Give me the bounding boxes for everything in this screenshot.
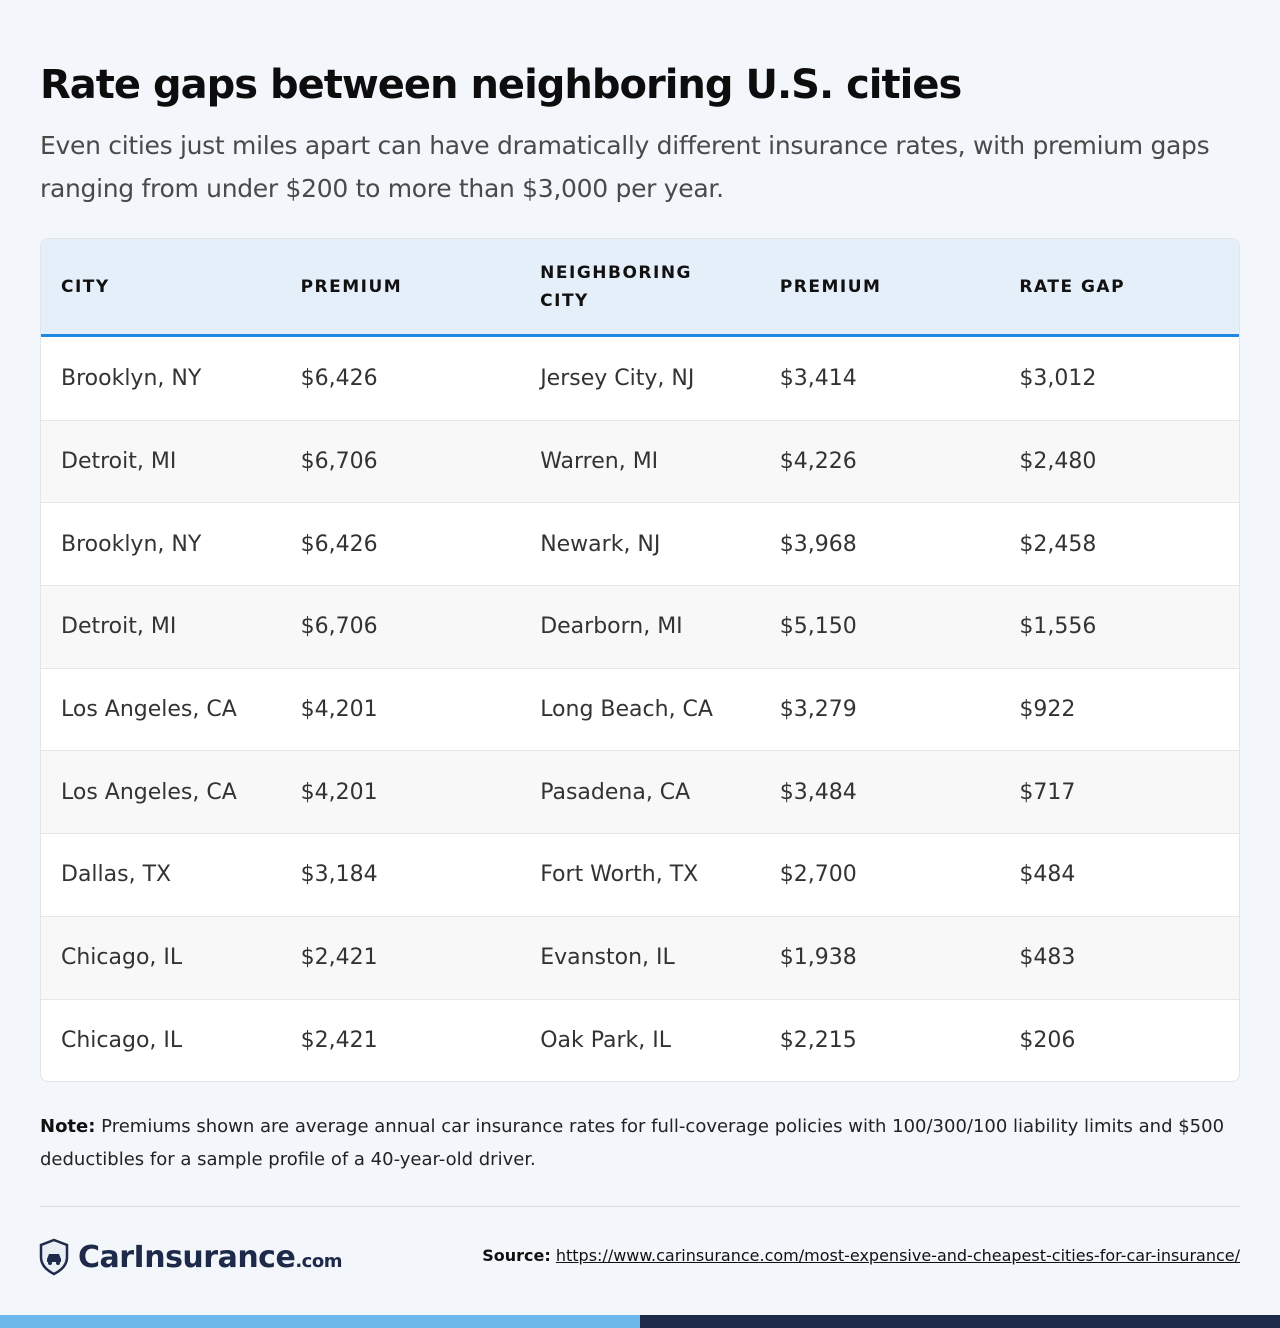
cell-city: Los Angeles, CA: [61, 697, 237, 723]
cell-premium: $4,201: [300, 697, 378, 723]
cell-rate-gap: $922: [1019, 697, 1076, 723]
table-row: Brooklyn, NY $6,426 Jersey City, NJ $3,414 $…: [41, 337, 1239, 420]
header-neighbor-premium: PREMIUM: [779, 276, 882, 297]
cell-city: Los Angeles, CA: [61, 779, 237, 805]
cell-neighboring-city: Jersey City, NJ: [540, 365, 695, 391]
cell-rate-gap: $3,012: [1019, 365, 1097, 391]
table-row: Detroit, MI $6,706 Warren, MI $4,226 $2,480: [41, 419, 1239, 503]
note: Note: Premiums shown are average annual …: [40, 1110, 1250, 1176]
cell-neighboring-city: Evanston, IL: [540, 945, 675, 971]
logo-text: CarInsurance.com: [78, 1240, 342, 1275]
cell-premium: $3,184: [300, 862, 378, 888]
cell-premium: $6,706: [300, 449, 378, 475]
cell-neighboring-city: Fort Worth, TX: [540, 862, 699, 888]
cell-neighboring-city: Pasadena, CA: [540, 779, 691, 805]
cell-rate-gap: $1,556: [1019, 614, 1097, 640]
cell-neighbor-premium: $4,226: [779, 449, 857, 475]
cell-rate-gap: $484: [1019, 862, 1076, 888]
cell-rate-gap: $2,458: [1019, 531, 1097, 557]
cell-neighbor-premium: $3,968: [779, 531, 857, 557]
cell-city: Brooklyn, NY: [61, 365, 202, 391]
cell-premium: $6,426: [300, 531, 378, 557]
logo-suffix: .com: [295, 1250, 342, 1272]
cell-city: Dallas, TX: [61, 862, 172, 888]
cell-neighboring-city: Dearborn, MI: [540, 614, 683, 640]
cell-premium: $6,426: [300, 365, 378, 391]
cell-rate-gap: $717: [1019, 779, 1076, 805]
table-row: Detroit, MI $6,706 Dearborn, MI $5,150 $1,55…: [41, 585, 1239, 668]
rate-gap-table: CITY PREMIUM NEIGHBORING CITY PREMIUM RA…: [40, 238, 1240, 1083]
cell-premium: $4,201: [300, 779, 378, 805]
cell-neighbor-premium: $5,150: [779, 614, 857, 640]
carinsurance-logo[interactable]: CarInsurance.com: [38, 1238, 342, 1276]
cell-neighbor-premium: $2,700: [779, 862, 857, 888]
cell-city: Chicago, IL: [61, 945, 183, 971]
cell-premium: $2,421: [300, 945, 378, 971]
cell-city: Detroit, MI: [61, 614, 177, 640]
source-link[interactable]: https://www.carinsurance.com/most-expens…: [555, 1246, 1240, 1265]
logo-main: CarInsurance: [78, 1239, 296, 1275]
table-header: CITY PREMIUM NEIGHBORING CITY PREMIUM RA…: [41, 239, 1239, 337]
header-city: CITY: [61, 276, 110, 297]
source: Source: https://www.carinsurance.com/mos…: [482, 1246, 1240, 1265]
cell-neighboring-city: Warren, MI: [540, 449, 659, 475]
cell-neighbor-premium: $3,279: [779, 697, 857, 723]
header-rate-gap: RATE GAP: [1019, 276, 1126, 297]
shield-car-icon: [39, 1238, 69, 1276]
cell-city: Chicago, IL: [61, 1027, 183, 1053]
cell-rate-gap: $483: [1019, 945, 1076, 971]
table-row: Chicago, IL $2,421 Oak Park, IL $2,215 $206: [41, 998, 1239, 1082]
page-subtitle: Even cities just miles apart can have dr…: [40, 131, 1210, 203]
cell-rate-gap: $2,480: [1019, 449, 1097, 475]
divider: [40, 1206, 1240, 1207]
cell-neighboring-city: Long Beach, CA: [540, 697, 713, 723]
table-body: Brooklyn, NY $6,426 Jersey City, NJ $3,414 $…: [41, 337, 1239, 1081]
cell-city: Detroit, MI: [61, 449, 177, 475]
header-premium: PREMIUM: [300, 276, 403, 297]
cell-rate-gap: $206: [1019, 1027, 1076, 1053]
cell-premium: $6,706: [300, 614, 378, 640]
table-row: Los Angeles, CA $4,201 Pasadena, CA $3,484 $…: [41, 750, 1239, 834]
cell-neighbor-premium: $2,215: [779, 1027, 857, 1053]
note-text: Premiums shown are average annual car in…: [40, 1116, 1225, 1170]
table-row: Dallas, TX $3,184 Fort Worth, TX $2,700 $484: [41, 833, 1239, 916]
note-label: Note:: [40, 1116, 96, 1137]
page-title: Rate gaps between neighboring U.S. citie…: [40, 62, 962, 108]
cell-premium: $2,421: [300, 1027, 378, 1053]
table-row: Chicago, IL $2,421 Evanston, IL $1,938 $483: [41, 915, 1239, 999]
table-row: Los Angeles, CA $4,201 Long Beach, CA $3,27…: [41, 667, 1239, 751]
cell-neighbor-premium: $3,414: [779, 365, 857, 391]
cell-neighboring-city: Newark, NJ: [540, 531, 661, 557]
cell-neighboring-city: Oak Park, IL: [540, 1027, 671, 1053]
footer-bar-dark: [640, 1315, 1280, 1328]
header-neighboring-city: NEIGHBORING CITY: [540, 262, 693, 311]
cell-city: Brooklyn, NY: [61, 531, 202, 557]
cell-neighbor-premium: $1,938: [779, 945, 857, 971]
source-label: Source:: [482, 1246, 551, 1265]
table-row: Brooklyn, NY $6,426 Newark, NJ $3,968 $2,458: [41, 502, 1239, 585]
footer-bar-light: [0, 1315, 640, 1328]
cell-neighbor-premium: $3,484: [779, 779, 857, 805]
